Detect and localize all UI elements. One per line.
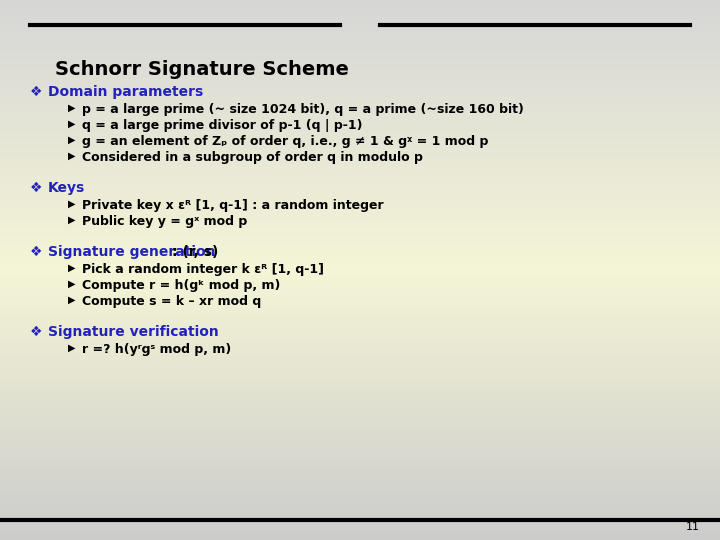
Text: ❖: ❖ <box>30 85 42 99</box>
Text: ▶: ▶ <box>68 119 76 129</box>
Text: Compute r = h(gᵏ mod p, m): Compute r = h(gᵏ mod p, m) <box>82 279 280 292</box>
Text: ▶: ▶ <box>68 343 76 353</box>
Text: Signature verification: Signature verification <box>48 325 219 339</box>
Text: ▶: ▶ <box>68 295 76 305</box>
Text: ▶: ▶ <box>68 279 76 289</box>
Text: q = a large prime divisor of p-1 (q | p-1): q = a large prime divisor of p-1 (q | p-… <box>82 119 362 132</box>
Text: r =? h(yʳgˢ mod p, m): r =? h(yʳgˢ mod p, m) <box>82 343 231 356</box>
Text: ▶: ▶ <box>68 151 76 161</box>
Text: Considered in a subgroup of order q in modulo p: Considered in a subgroup of order q in m… <box>82 151 423 164</box>
Text: ❖: ❖ <box>30 245 42 259</box>
Text: Keys: Keys <box>48 181 85 195</box>
Text: Domain parameters: Domain parameters <box>48 85 203 99</box>
Text: ▶: ▶ <box>68 199 76 209</box>
Text: Schnorr Signature Scheme: Schnorr Signature Scheme <box>55 60 349 79</box>
Text: Compute s = k – xr mod q: Compute s = k – xr mod q <box>82 295 261 308</box>
Text: Signature generation: Signature generation <box>48 245 215 259</box>
Text: ▶: ▶ <box>68 215 76 225</box>
Text: ▶: ▶ <box>68 263 76 273</box>
Text: ❖: ❖ <box>30 325 42 339</box>
Text: ▶: ▶ <box>68 103 76 113</box>
Text: : (r, s): : (r, s) <box>172 245 218 259</box>
Text: ❖: ❖ <box>30 181 42 195</box>
Text: g = an element of Zₚ of order q, i.e., g ≠ 1 & gᵡ = 1 mod p: g = an element of Zₚ of order q, i.e., g… <box>82 135 488 148</box>
Text: Pick a random integer k εᴿ [1, q-1]: Pick a random integer k εᴿ [1, q-1] <box>82 263 324 276</box>
Text: Private key x εᴿ [1, q-1] : a random integer: Private key x εᴿ [1, q-1] : a random int… <box>82 199 384 212</box>
Text: p = a large prime (~ size 1024 bit), q = a prime (~size 160 bit): p = a large prime (~ size 1024 bit), q =… <box>82 103 524 116</box>
Text: 11: 11 <box>686 522 700 532</box>
Text: ▶: ▶ <box>68 135 76 145</box>
Text: Public key y = gˣ mod p: Public key y = gˣ mod p <box>82 215 247 228</box>
